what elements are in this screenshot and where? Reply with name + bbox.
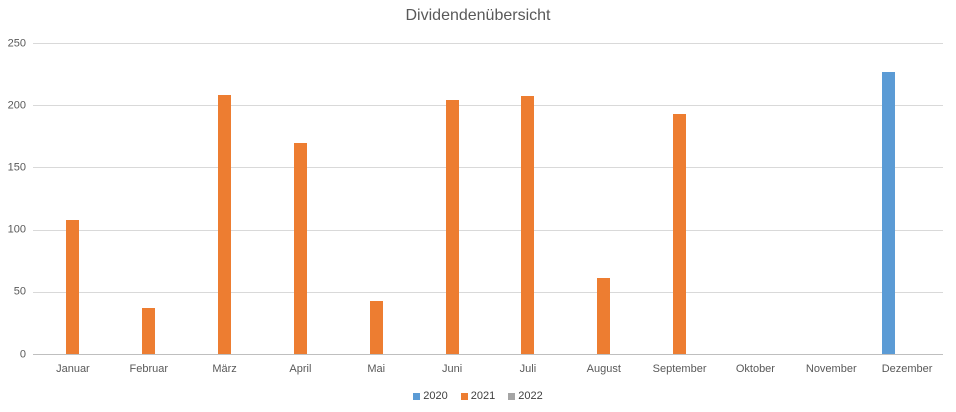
x-axis-label-august: August [586, 363, 621, 375]
x-axis-label-dezember: Dezember [881, 363, 933, 375]
y-axis-tick-label-100: 100 [7, 223, 26, 236]
bar-2021-september [673, 113, 687, 354]
x-axis-label-april: April [289, 363, 312, 375]
x-axis-label-märz: März [212, 363, 237, 375]
legend-item-2021: 2021 [460, 390, 496, 402]
legend-item-2022: 2022 [508, 390, 543, 402]
bar-2021-januar [66, 219, 80, 354]
y-axis-tick-label-250: 250 [7, 37, 26, 49]
bar-2021-august [597, 278, 611, 354]
gridline-50 [33, 291, 943, 293]
bar-2020-dezember [881, 71, 895, 354]
legend-label-2020: 2020 [423, 390, 448, 402]
legend-label-2022: 2022 [518, 390, 543, 402]
legend-item-2020: 2020 [413, 390, 448, 402]
y-axis-tick-label-0: 0 [19, 348, 26, 360]
chart-legend: 2020 2021 2022 [0, 390, 956, 402]
legend-swatch-2021 [460, 392, 468, 400]
bar-2021-juni [445, 100, 459, 354]
legend-swatch-2022 [508, 392, 516, 400]
gridline-150 [33, 167, 943, 169]
gridline-250 [33, 43, 943, 44]
x-axis-label-oktober: Oktober [735, 363, 775, 375]
bar-2021-märz [218, 95, 232, 354]
x-axis-label-juli: Juli [519, 363, 537, 375]
legend-label-2021: 2021 [470, 390, 496, 402]
bar-2021-juli [521, 96, 535, 354]
bar-2021-april [293, 142, 307, 354]
bar-2021-mai [369, 300, 383, 354]
x-axis-label-mai: Mai [367, 363, 386, 375]
x-axis-label-september: September [652, 363, 707, 375]
chart-title: Dividendenübersicht [405, 7, 551, 24]
y-axis-tick-label-50: 50 [13, 285, 26, 298]
y-axis-tick-label-150: 150 [7, 161, 26, 174]
gridline-200 [33, 105, 943, 107]
x-axis-label-juni: Juni [441, 363, 463, 375]
x-axis-label-januar: Januar [56, 363, 90, 375]
legend-swatch-2020 [413, 392, 421, 400]
gridline-100 [33, 229, 943, 231]
x-axis-label-november: November [805, 363, 857, 375]
bar-2021-februar [142, 307, 156, 354]
y-axis-tick-label-200: 200 [7, 99, 26, 112]
x-axis-line [33, 354, 943, 355]
x-axis-label-februar: Februar [129, 363, 169, 375]
